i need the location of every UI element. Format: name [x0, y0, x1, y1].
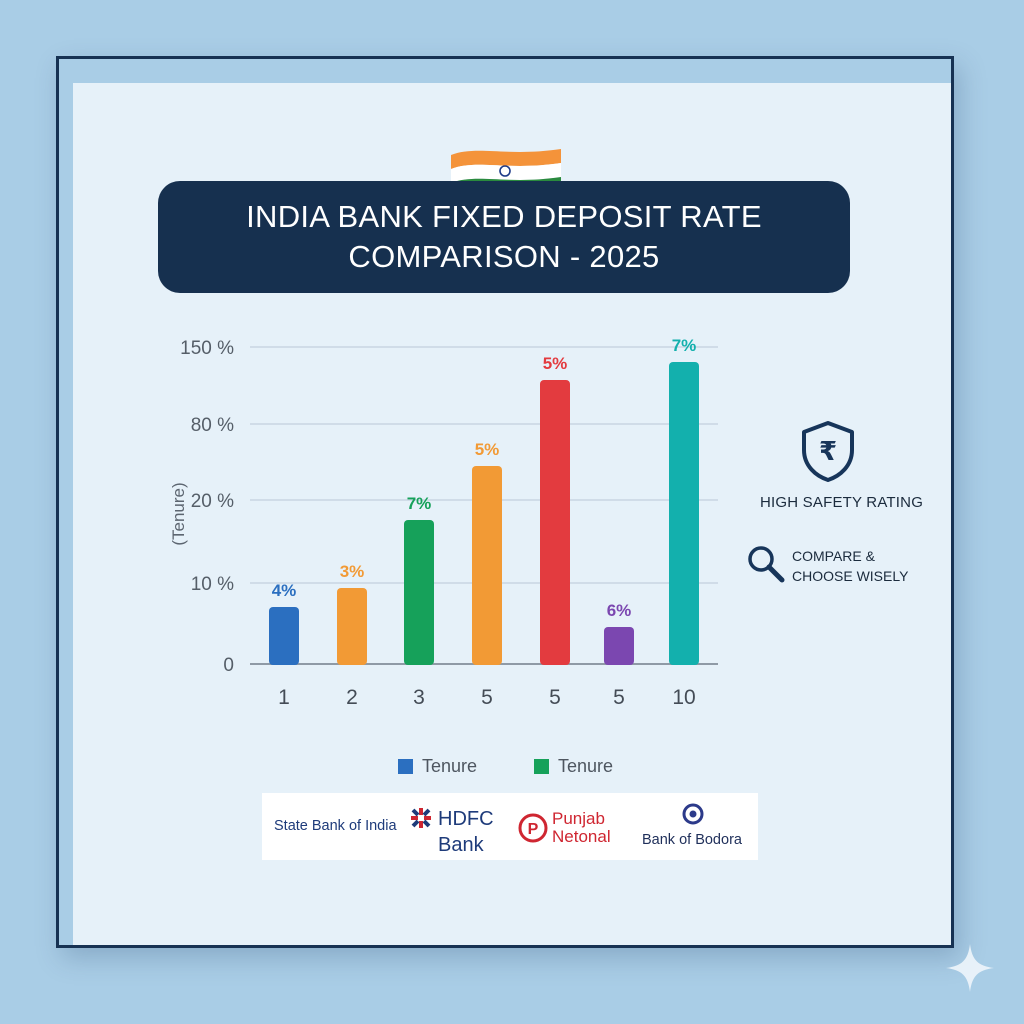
bar [337, 588, 367, 665]
bar [669, 362, 699, 665]
sparkle-icon [946, 944, 994, 992]
legend-item-green: Tenure [534, 756, 613, 777]
legend-label-green: Tenure [558, 756, 614, 776]
svg-text:P: P [528, 821, 539, 838]
x-tick-label: 10 [672, 686, 695, 709]
compare-line-2: CHOOSE WISELY [792, 568, 909, 584]
x-tick-label: 5 [481, 686, 493, 709]
y-axis-label: (Tenure) [169, 482, 188, 545]
bar [604, 627, 634, 665]
svg-text:₹: ₹ [819, 437, 837, 467]
data-label: 4% [272, 581, 297, 600]
compare-line-1: COMPARE & [792, 548, 875, 564]
y-tick-label: 20 % [191, 491, 234, 512]
y-tick-label: 80 % [191, 415, 234, 436]
bank-logo-strip: State Bank of India HDFC Bank P Punjab N… [262, 793, 758, 860]
bar [472, 466, 502, 665]
card-left-band [59, 59, 73, 945]
bar [404, 520, 434, 665]
bank-bob: Bank of Bodora [642, 832, 742, 848]
pnb-logo-icon: P [518, 813, 548, 843]
hdfc-logo-icon [411, 808, 431, 828]
bank-pnb: Punjab Netonal [552, 810, 611, 846]
chart-title-line-1: INDIA BANK FIXED DEPOSIT RATE [246, 199, 762, 234]
bank-hdfc: HDFC Bank [438, 806, 494, 858]
y-tick-label: 150 % [180, 338, 234, 359]
legend-item-blue: Tenure [398, 756, 477, 777]
bob-logo-icon [682, 803, 704, 825]
magnifier-icon [748, 546, 785, 583]
x-tick-label: 5 [613, 686, 625, 709]
bar [269, 607, 299, 665]
title-banner: INDIA BANK FIXED DEPOSIT RATE COMPARISON… [158, 181, 850, 293]
card-top-band [59, 59, 951, 83]
compare-text: COMPARE & CHOOSE WISELY [792, 546, 942, 586]
data-label: 7% [672, 336, 697, 355]
data-label: 5% [475, 440, 500, 459]
safety-rating-text: HIGH SAFETY RATING [760, 494, 924, 511]
legend-label-blue: Tenure [422, 756, 478, 776]
bank-pnb-line-2: Netonal [552, 827, 611, 846]
bank-hdfc-line-2: Bank [438, 834, 484, 856]
chart-title-line-2: COMPARISON - 2025 [348, 239, 660, 274]
x-tick-label: 2 [346, 686, 358, 709]
bank-pnb-line-1: Punjab [552, 809, 605, 828]
bank-sbi: State Bank of India [274, 818, 397, 834]
data-label: 6% [607, 601, 632, 620]
data-label: 3% [340, 562, 365, 581]
bar [540, 380, 570, 665]
rupee-shield-icon: ₹ [802, 421, 854, 482]
y-tick-label: 10 % [191, 574, 234, 595]
x-tick-label: 5 [549, 686, 561, 709]
legend-swatch-green [534, 759, 549, 774]
legend-swatch-blue [398, 759, 413, 774]
y-tick-label: 0 [223, 655, 234, 676]
x-tick-label: 3 [413, 686, 425, 709]
bank-hdfc-line-1: HDFC [438, 808, 494, 830]
data-label: 7% [407, 494, 432, 513]
data-label: 5% [543, 354, 568, 373]
x-tick-label: 1 [278, 686, 290, 709]
